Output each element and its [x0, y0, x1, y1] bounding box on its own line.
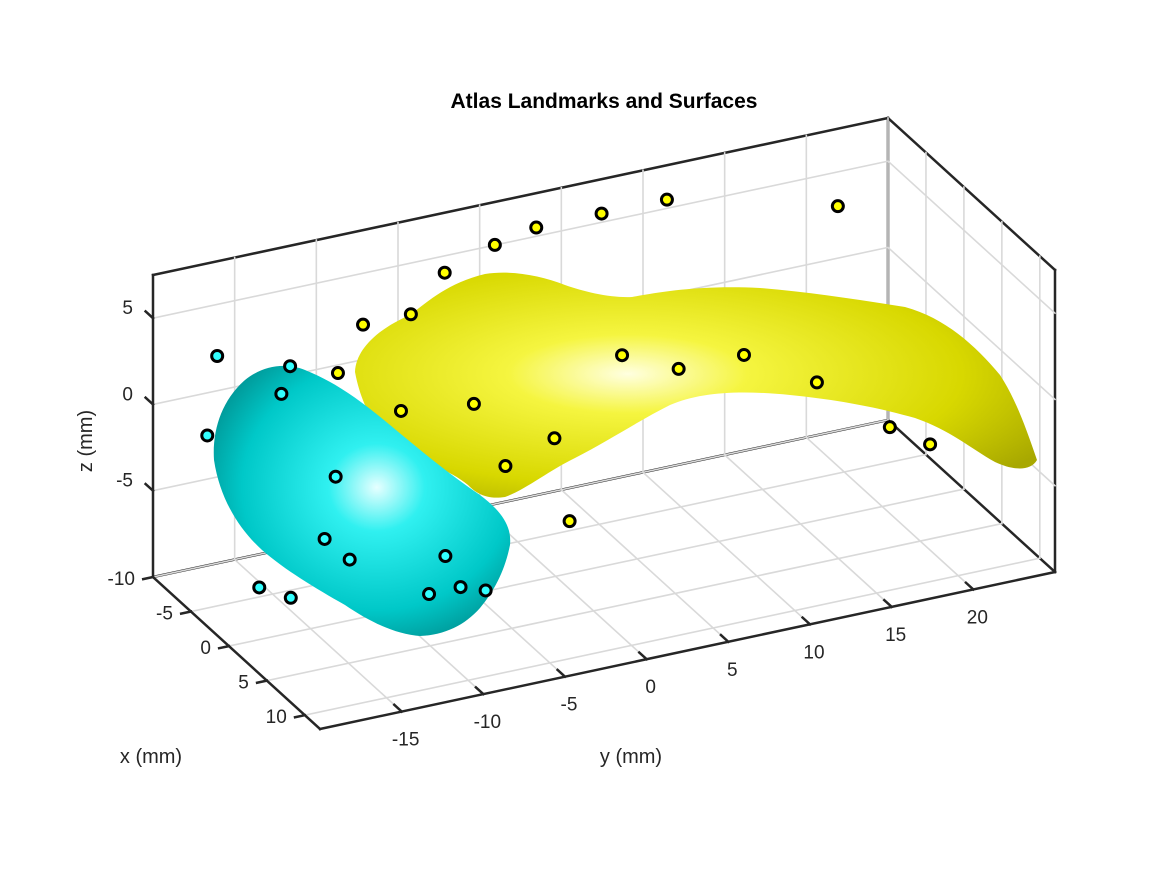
yellow-landmark-point [882, 420, 897, 435]
y-tick [800, 615, 812, 627]
yellow-landmark-point [659, 192, 674, 207]
yellow-landmark-point [594, 206, 609, 221]
y-tick-label: -5 [561, 695, 578, 716]
cyan-landmark-point [283, 590, 298, 605]
y-tick-label: -10 [474, 712, 501, 733]
yellow-landmark-point [923, 437, 938, 452]
z-tick-label: -5 [116, 471, 133, 492]
yellow-landmark-point [330, 366, 345, 381]
cyan-landmark-point [283, 359, 298, 374]
surfaces [213, 272, 1037, 636]
cyan-landmark-point [478, 583, 493, 598]
grid-line [641, 471, 812, 626]
x-tick [141, 575, 155, 581]
yellow-landmark-point [437, 265, 452, 280]
yellow-landmark-point [356, 317, 371, 332]
x-tick [255, 679, 269, 685]
cyan-landmark-point [422, 587, 437, 602]
y-tick [719, 633, 731, 644]
grid-line [886, 246, 1057, 401]
yellow-landmark-point [615, 348, 630, 363]
x-tick-label: 5 [238, 673, 249, 694]
x-tick-label: 0 [200, 638, 211, 659]
cyan-landmark-point [210, 349, 225, 364]
yellow-landmark-point [809, 375, 824, 390]
yellow-landmark-point [487, 237, 502, 252]
x-tick [179, 610, 193, 616]
y-tick-label: 10 [803, 642, 824, 663]
box-edge [151, 116, 890, 277]
yellow-landmark-point [403, 307, 418, 322]
y-tick [555, 668, 567, 679]
y-tick-label: 0 [645, 677, 656, 698]
y-tick-label: 15 [885, 625, 906, 646]
cyan-landmark-point [274, 386, 289, 401]
axis-ticks [141, 309, 976, 719]
yellow-landmark-point [830, 199, 845, 214]
grid-line [886, 160, 1057, 315]
box-edge [886, 116, 1057, 272]
box-edge [886, 418, 1057, 574]
grid-line [227, 488, 965, 648]
cyan-landmark-point [200, 428, 215, 443]
grid-line [560, 488, 730, 643]
yellow-landmark-point [498, 459, 513, 474]
y-tick [474, 685, 486, 696]
yellow-surface [355, 272, 1037, 498]
grid-line [152, 160, 889, 320]
y-tick-label: 20 [967, 607, 988, 628]
yellow-landmark-point [547, 431, 562, 446]
x-tick [293, 713, 307, 719]
x-tick-label: -10 [108, 569, 135, 590]
x-tick-label: -5 [156, 604, 173, 625]
z-tick [143, 395, 155, 407]
y-axis-label: y (mm) [600, 746, 662, 768]
yellow-landmark-point [736, 347, 751, 362]
cyan-landmark-point [328, 469, 343, 484]
yellow-landmark-point [562, 514, 577, 529]
y-tick [964, 580, 976, 592]
cyan-landmark-point [317, 531, 332, 546]
cyan-surface [213, 365, 511, 636]
z-tick [143, 309, 155, 320]
axes-front-edges [151, 273, 1057, 731]
yellow-landmark-point [529, 220, 544, 235]
cyan-landmark-point [342, 552, 357, 567]
cyan-landmark-point [438, 549, 453, 564]
cyan-landmark-point [453, 580, 468, 595]
yellow-landmark-point [466, 396, 481, 411]
axis-tick-labels: -10 -5 0 5 10 -15 -10 -5 0 5 10 15 20 -5 0 5 [108, 298, 988, 750]
grid-line [265, 522, 1003, 682]
y-tick [637, 650, 649, 661]
cyan-landmark-point [252, 580, 267, 595]
z-axis-label: z (mm) [75, 410, 97, 472]
grid-line [303, 557, 1041, 717]
grid-line [805, 436, 975, 591]
yellow-landmark-point [393, 403, 408, 418]
chart-title: Atlas Landmarks and Surfaces [451, 90, 758, 113]
y-tick [882, 598, 894, 609]
y-tick [392, 703, 404, 714]
y-axis-line [318, 570, 1057, 731]
grid-line [723, 453, 893, 609]
yellow-landmark-point [671, 361, 686, 376]
y-tick-label: 5 [727, 660, 738, 681]
z-tick-label: 5 [122, 298, 133, 319]
z-tick [143, 482, 155, 493]
x-tick [217, 644, 231, 650]
x-axis-label: x (mm) [120, 746, 182, 768]
x-axis-line [151, 575, 322, 731]
z-tick-label: 0 [122, 384, 133, 405]
y-tick-label: -15 [392, 730, 419, 751]
x-tick-label: 10 [266, 707, 287, 728]
landmark-markers [200, 192, 938, 605]
